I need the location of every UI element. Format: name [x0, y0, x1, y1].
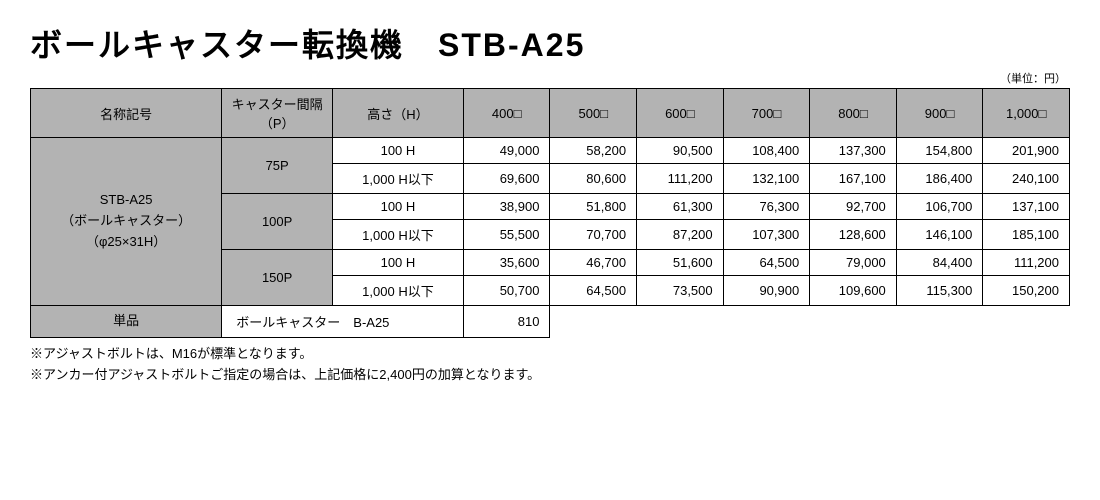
header-col: 500□: [550, 89, 637, 138]
product-name-line: （ボールキャスター）: [37, 211, 215, 232]
price-cell: 64,500: [723, 250, 810, 276]
price-cell: 55,500: [463, 220, 550, 250]
product-name-line: STB-A25: [37, 190, 215, 211]
price-cell: 90,900: [723, 276, 810, 306]
price-cell: 167,100: [810, 164, 897, 194]
price-cell: 84,400: [896, 250, 983, 276]
price-cell: 240,100: [983, 164, 1070, 194]
price-cell: 50,700: [463, 276, 550, 306]
height-cell: 1,000 H以下: [333, 164, 464, 194]
price-cell: 38,900: [463, 194, 550, 220]
pitch-cell: 100P: [222, 194, 333, 250]
price-cell: 90,500: [637, 138, 724, 164]
price-cell: 73,500: [637, 276, 724, 306]
price-cell: 150,200: [983, 276, 1070, 306]
price-cell: 109,600: [810, 276, 897, 306]
header-pitch: キャスター間隔 （P）: [222, 89, 333, 138]
single-item-label: 単品: [31, 306, 222, 338]
single-item-row: 単品 ボールキャスター B-A25 810: [31, 306, 1070, 338]
single-item-price: 810: [463, 306, 550, 338]
price-cell: 201,900: [983, 138, 1070, 164]
price-cell: 115,300: [896, 276, 983, 306]
price-cell: 80,600: [550, 164, 637, 194]
header-col: 800□: [810, 89, 897, 138]
pitch-cell: 75P: [222, 138, 333, 194]
pitch-cell: 150P: [222, 250, 333, 306]
height-cell: 1,000 H以下: [333, 276, 464, 306]
price-cell: 128,600: [810, 220, 897, 250]
price-cell: 132,100: [723, 164, 810, 194]
price-cell: 49,000: [463, 138, 550, 164]
height-cell: 100 H: [333, 250, 464, 276]
price-cell: 51,600: [637, 250, 724, 276]
single-item-desc: ボールキャスター B-A25: [222, 306, 464, 338]
price-cell: 108,400: [723, 138, 810, 164]
price-cell: 186,400: [896, 164, 983, 194]
price-cell: 146,100: [896, 220, 983, 250]
footnote-line: ※アンカー付アジャストボルトご指定の場合は、上記価格に2,400円の加算となりま…: [30, 365, 1070, 386]
price-cell: 61,300: [637, 194, 724, 220]
price-cell: 92,700: [810, 194, 897, 220]
header-row: 名称記号 キャスター間隔 （P） 高さ（H） 400□ 500□ 600□ 70…: [31, 89, 1070, 138]
product-name-line: （φ25×31H）: [37, 232, 215, 253]
price-cell: 46,700: [550, 250, 637, 276]
header-height: 高さ（H）: [333, 89, 464, 138]
price-cell: 185,100: [983, 220, 1070, 250]
price-cell: 35,600: [463, 250, 550, 276]
price-cell: 79,000: [810, 250, 897, 276]
price-cell: 70,700: [550, 220, 637, 250]
unit-note: （単位：円）: [30, 70, 1070, 86]
price-cell: 111,200: [983, 250, 1070, 276]
header-name: 名称記号: [31, 89, 222, 138]
price-cell: 111,200: [637, 164, 724, 194]
price-table: 名称記号 キャスター間隔 （P） 高さ（H） 400□ 500□ 600□ 70…: [30, 88, 1070, 338]
price-cell: 69,600: [463, 164, 550, 194]
price-cell: 107,300: [723, 220, 810, 250]
header-col: 1,000□: [983, 89, 1070, 138]
page-title: ボールキャスター転換機 STB-A25: [30, 20, 1070, 66]
header-col: 600□: [637, 89, 724, 138]
table-row: STB-A25 （ボールキャスター） （φ25×31H） 75P 100 H 4…: [31, 138, 1070, 164]
height-cell: 100 H: [333, 138, 464, 164]
price-cell: 137,300: [810, 138, 897, 164]
header-col: 700□: [723, 89, 810, 138]
price-cell: 64,500: [550, 276, 637, 306]
product-name-cell: STB-A25 （ボールキャスター） （φ25×31H）: [31, 138, 222, 306]
price-cell: 87,200: [637, 220, 724, 250]
price-cell: 51,800: [550, 194, 637, 220]
height-cell: 100 H: [333, 194, 464, 220]
price-cell: 58,200: [550, 138, 637, 164]
price-cell: 137,100: [983, 194, 1070, 220]
price-cell: 76,300: [723, 194, 810, 220]
price-cell: 106,700: [896, 194, 983, 220]
height-cell: 1,000 H以下: [333, 220, 464, 250]
footnotes: ※アジャストボルトは、M16が標準となります。 ※アンカー付アジャストボルトご指…: [30, 344, 1070, 386]
price-cell: 154,800: [896, 138, 983, 164]
footnote-line: ※アジャストボルトは、M16が標準となります。: [30, 344, 1070, 365]
header-col: 900□: [896, 89, 983, 138]
header-col: 400□: [463, 89, 550, 138]
